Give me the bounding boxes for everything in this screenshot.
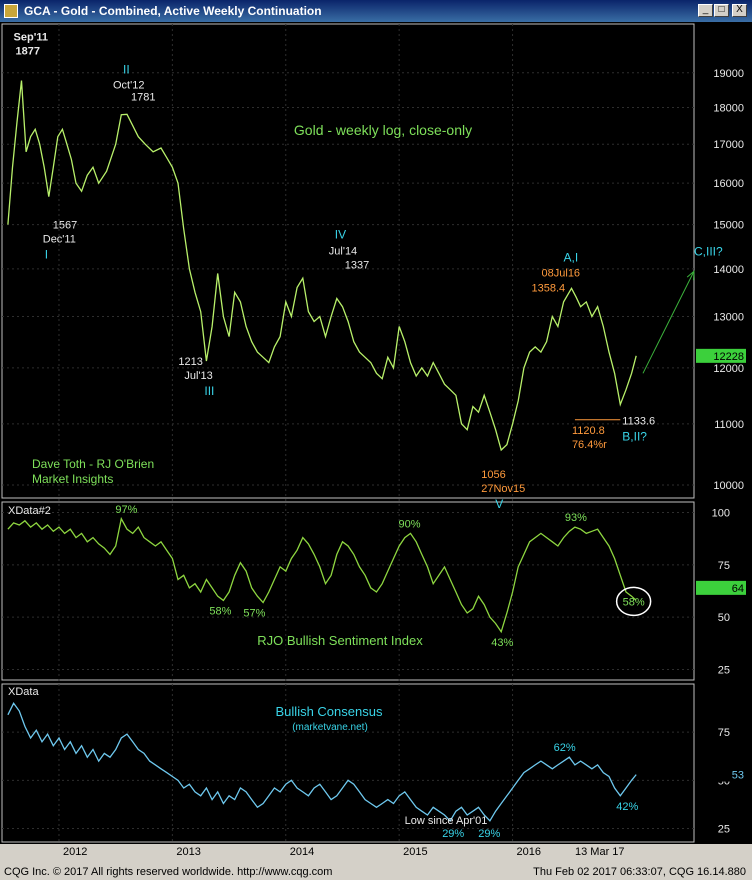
price-last-box bbox=[696, 348, 746, 363]
price-annotation: B,II? bbox=[622, 429, 647, 443]
chart-svg[interactable]: 2012 2013 2014 2015 2016 13 Mar 17 19000 18000 1… bbox=[0, 22, 752, 866]
status-bar: CQG Inc. © 2017 All rights reserved worl… bbox=[0, 866, 752, 880]
y-tick-label: 17000 bbox=[713, 139, 744, 151]
price-annotation: 1877 bbox=[16, 46, 40, 58]
price-annotation: IV bbox=[335, 228, 346, 242]
consensus-chart-title: Bullish Consensus bbox=[276, 704, 383, 719]
y-tick-label: 12000 bbox=[713, 363, 744, 375]
sentiment-last-value: 64 bbox=[732, 583, 744, 595]
consensus-last-value: 53 bbox=[732, 770, 744, 782]
panel-price bbox=[1, 23, 695, 499]
price-annotation: 08Jul16 bbox=[542, 267, 581, 279]
price-annotation: A,I bbox=[564, 250, 579, 264]
y-tick-label: 100 bbox=[712, 507, 730, 519]
price-annotation: Jul'13 bbox=[184, 370, 212, 382]
y-tick-label: 11000 bbox=[714, 419, 744, 431]
circled-highlight bbox=[615, 586, 652, 617]
sentiment-annotation: 90% bbox=[399, 518, 421, 530]
app-icon bbox=[4, 4, 18, 18]
price-annotation: 1358.4 bbox=[532, 282, 566, 294]
price-annotation: 1213 bbox=[178, 356, 202, 368]
sentiment-annotation: 97% bbox=[115, 504, 137, 516]
sentiment-annotation: 58% bbox=[209, 605, 231, 617]
window-title: GCA - Gold - Combined, Active Weekly Con… bbox=[24, 4, 322, 18]
price-series-line bbox=[7, 80, 637, 452]
price-annotation: 76.4%r bbox=[572, 439, 607, 451]
x-tick-label: 2012 bbox=[63, 846, 87, 858]
close-button[interactable]: X bbox=[732, 4, 747, 17]
y-tick-label: 75 bbox=[718, 560, 730, 572]
consensus-annotation: 42% bbox=[616, 801, 638, 813]
price-annotation: Dec'11 bbox=[43, 234, 76, 246]
watermark-line-2: Market Insights bbox=[32, 472, 113, 486]
price-annotation: 1781 bbox=[131, 91, 155, 103]
minimize-button[interactable]: _ bbox=[698, 4, 713, 17]
price-annotation: Jul'14 bbox=[329, 246, 357, 258]
consensus-footnote: Low since Apr'01 bbox=[405, 815, 488, 827]
watermark-line-1: Dave Toth - RJ O'Brien bbox=[32, 457, 154, 471]
sentiment-chart-title: RJO Bullish Sentiment Index bbox=[257, 633, 423, 648]
y-tick-label: 10000 bbox=[713, 480, 744, 492]
y-tick-label: 14000 bbox=[713, 264, 744, 276]
sentiment-annotation: 43% bbox=[491, 637, 513, 649]
y-tick-label: 25 bbox=[718, 824, 730, 836]
price-annotation: I bbox=[45, 248, 48, 262]
y-tick-label: 19000 bbox=[713, 68, 744, 80]
price-annotation: V bbox=[495, 497, 503, 511]
y-tick-label: 50 bbox=[718, 612, 730, 624]
price-chart-title: Gold - weekly log, close-only bbox=[294, 122, 472, 138]
price-last-value: 12228 bbox=[713, 351, 744, 363]
status-datetime: Thu Feb 02 2017 06:33:07, CQG 16.14.880 bbox=[533, 866, 746, 878]
x-tick-label: 2016 bbox=[517, 846, 541, 858]
price-annotation: 1056 bbox=[481, 469, 505, 481]
price-annotation: III bbox=[204, 384, 214, 398]
sentiment-annotation: 57% bbox=[243, 608, 265, 620]
price-annotation: 1337 bbox=[345, 260, 369, 272]
y-tick-label: 13000 bbox=[713, 312, 744, 324]
y-tick-label: 75 bbox=[718, 727, 730, 739]
sentiment-last-box bbox=[696, 580, 746, 595]
consensus-annotation: 29% bbox=[478, 828, 500, 840]
projection-arrow-head bbox=[686, 270, 695, 281]
sentiment-series-line bbox=[7, 516, 637, 634]
consensus-last-box bbox=[696, 767, 746, 782]
maximize-button[interactable]: □ bbox=[714, 4, 729, 17]
price-annotation: II bbox=[123, 62, 130, 76]
y-tick-label: 15000 bbox=[713, 220, 744, 232]
price-annotation: 27Nov15 bbox=[481, 483, 525, 495]
x-axis-bar bbox=[0, 844, 752, 866]
chart-area[interactable]: 2012 2013 2014 2015 2016 13 Mar 17 19000 18000 1… bbox=[0, 22, 752, 866]
x-tick-label: 2015 bbox=[403, 846, 427, 858]
x-tick-label: 2013 bbox=[176, 846, 200, 858]
y-tick-label: 25 bbox=[718, 665, 730, 677]
sentiment-annotation: 58% bbox=[623, 596, 645, 608]
price-annotation: Oct'12 bbox=[113, 79, 144, 91]
price-annotation: 1120.8 bbox=[572, 425, 605, 437]
status-copyright: CQG Inc. © 2017 All rights reserved worl… bbox=[4, 866, 333, 878]
projection-arrow-line bbox=[642, 271, 695, 374]
window-titlebar: GCA - Gold - Combined, Active Weekly Con… bbox=[0, 0, 752, 22]
consensus-chart-subtitle: (marketvane.net) bbox=[292, 722, 368, 733]
consensus-panel-label: XData bbox=[8, 686, 39, 698]
y-tick-label: 16000 bbox=[713, 178, 744, 190]
price-annotation: C,III? bbox=[694, 244, 723, 258]
current-date-label: 13 Mar 17 bbox=[575, 846, 625, 858]
price-annotation: 1567 bbox=[53, 220, 77, 232]
consensus-annotation: 29% bbox=[442, 828, 464, 840]
sentiment-annotation: 93% bbox=[565, 512, 587, 524]
price-annotation: Sep'11 bbox=[14, 32, 48, 44]
price-annotation: 1133.6 bbox=[622, 415, 655, 427]
consensus-series-line bbox=[7, 702, 637, 822]
panel-sentiment bbox=[1, 501, 695, 681]
y-tick-label: 18000 bbox=[713, 103, 744, 115]
consensus-annotation: 62% bbox=[554, 742, 576, 754]
x-tick-label: 2014 bbox=[290, 846, 314, 858]
sentiment-panel-label: XData#2 bbox=[8, 505, 51, 517]
